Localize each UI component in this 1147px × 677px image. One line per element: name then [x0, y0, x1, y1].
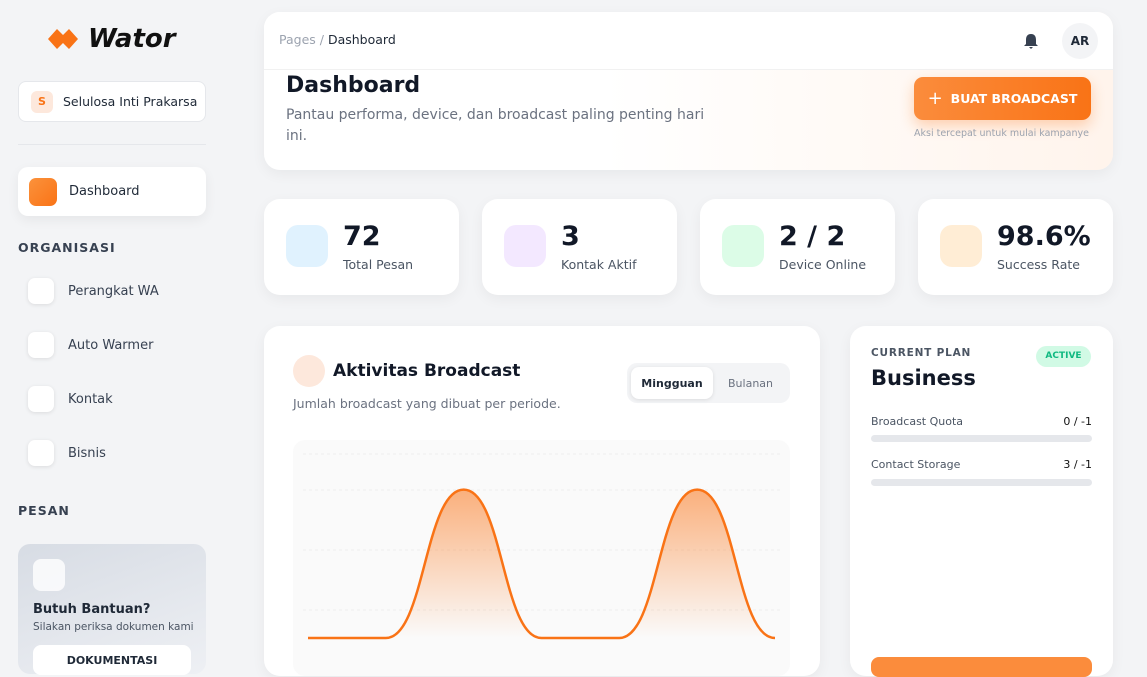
nav-label: Kontak	[68, 391, 113, 407]
line	[307, 488, 776, 640]
bell-icon[interactable]	[1022, 32, 1040, 50]
activity-chart	[293, 440, 790, 676]
period-tabs: Mingguan Bulanan	[627, 363, 790, 403]
create-broadcast-button[interactable]: + BUAT BROADCAST	[914, 77, 1091, 120]
org-switcher[interactable]: S Selulosa Inti Prakarsa	[18, 81, 206, 122]
plan-label: CURRENT PLAN	[871, 347, 972, 359]
quota-bar	[871, 479, 1092, 486]
nav-label: Dashboard	[69, 184, 140, 199]
plan-button[interactable]	[871, 657, 1092, 677]
page-title: Dashboard	[286, 73, 421, 98]
section-title: ORGANISASI	[18, 240, 116, 255]
activity-icon	[293, 355, 325, 387]
quota-value: 0 / -1	[1063, 415, 1092, 428]
brand-name: Wator	[88, 24, 176, 54]
breadcrumb: Pages / Dashboard	[279, 32, 396, 47]
stat-label: Kontak Aktif	[561, 257, 637, 272]
activity-title: Aktivitas Broadcast	[333, 361, 521, 381]
stat-card: 3 Kontak Aktif	[482, 199, 677, 295]
quota-row: Contact Storage 3 / -1	[871, 458, 1092, 471]
quota-label: Broadcast Quota	[871, 415, 964, 428]
quota-row: Broadcast Quota 0 / -1	[871, 415, 1092, 428]
nav-label: Perangkat WA	[68, 283, 159, 299]
crumb: Dashboard	[327, 32, 396, 47]
button-hint: Aksi tercepat untuk mulai kampanye	[914, 128, 1089, 139]
stat-value: 72	[343, 221, 381, 252]
stat-card: 98.6% Success Rate	[918, 199, 1113, 295]
stat-card: 72 Total Pesan	[264, 199, 459, 295]
plan-badge: ACTIVE	[1036, 346, 1091, 367]
section-title: PESAN	[18, 503, 70, 518]
stat-label: Device Online	[779, 257, 867, 272]
quota-bar	[871, 435, 1092, 442]
dashboard: Wator S Selulosa Inti Prakarsa Dashboard…	[18, 12, 1113, 677]
nav-item[interactable]: Bisnis	[28, 440, 106, 466]
stat-label: Total Pesan	[343, 257, 414, 272]
quota-value: 3 / -1	[1063, 458, 1092, 471]
activity-card: Aktivitas Broadcast Jumlah broadcast yan…	[264, 326, 820, 676]
plan-card: CURRENT PLAN ACTIVE Business Broadcast Q…	[850, 326, 1113, 677]
nav-item[interactable]: Perangkat WA	[28, 278, 159, 304]
logo	[48, 29, 78, 49]
stat-value: 98.6%	[997, 221, 1091, 252]
plan-name: Business	[871, 366, 976, 390]
nav-dashboard[interactable]: Dashboard	[18, 167, 206, 216]
stat-value: 2 / 2	[779, 221, 846, 252]
area	[308, 489, 775, 638]
tab[interactable]: Mingguan	[631, 367, 713, 399]
crumb[interactable]: Pages	[279, 32, 316, 47]
topbar	[264, 12, 1113, 70]
tab[interactable]: Bulanan	[728, 377, 773, 390]
help-title: Butuh Bantuan?	[33, 602, 151, 617]
nav-label: Bisnis	[68, 445, 106, 461]
help-icon	[33, 559, 65, 591]
nav-icon	[29, 177, 57, 206]
nav-item[interactable]: Auto Warmer	[28, 332, 153, 358]
stat-value: 3	[561, 221, 580, 252]
nav-label: Auto Warmer	[68, 337, 154, 353]
docs-button[interactable]: DOKUMENTASI	[33, 645, 191, 675]
activity-subtitle: Jumlah broadcast yang dibuat per periode…	[293, 396, 561, 411]
org-initial: S	[31, 90, 53, 113]
nav-item[interactable]: Kontak	[28, 386, 113, 412]
button-label: BUAT BROADCAST	[950, 91, 1078, 106]
help-text: Silakan periksa dokumen kami	[33, 621, 194, 633]
page-subtitle: Pantau performa, device, dan broadcast p…	[286, 107, 705, 144]
page: Wator Dashboard {"sidebar":{"brand":"Wat…	[18, 12, 1113, 677]
help-card: Butuh Bantuan? Silakan periksa dokumen k…	[18, 544, 206, 675]
org-name: Selulosa Inti Prakarsa	[63, 94, 198, 109]
quota-label: Contact Storage	[871, 458, 961, 471]
brand: Wator	[46, 24, 176, 54]
divider	[18, 144, 206, 145]
header-card: Pages / Dashboard AR Dashboard Pantau pe…	[264, 12, 1113, 170]
stat-label: Success Rate	[997, 257, 1080, 272]
avatar[interactable]: AR	[1062, 23, 1098, 59]
stat-card: 2 / 2 Device Online	[700, 199, 895, 295]
